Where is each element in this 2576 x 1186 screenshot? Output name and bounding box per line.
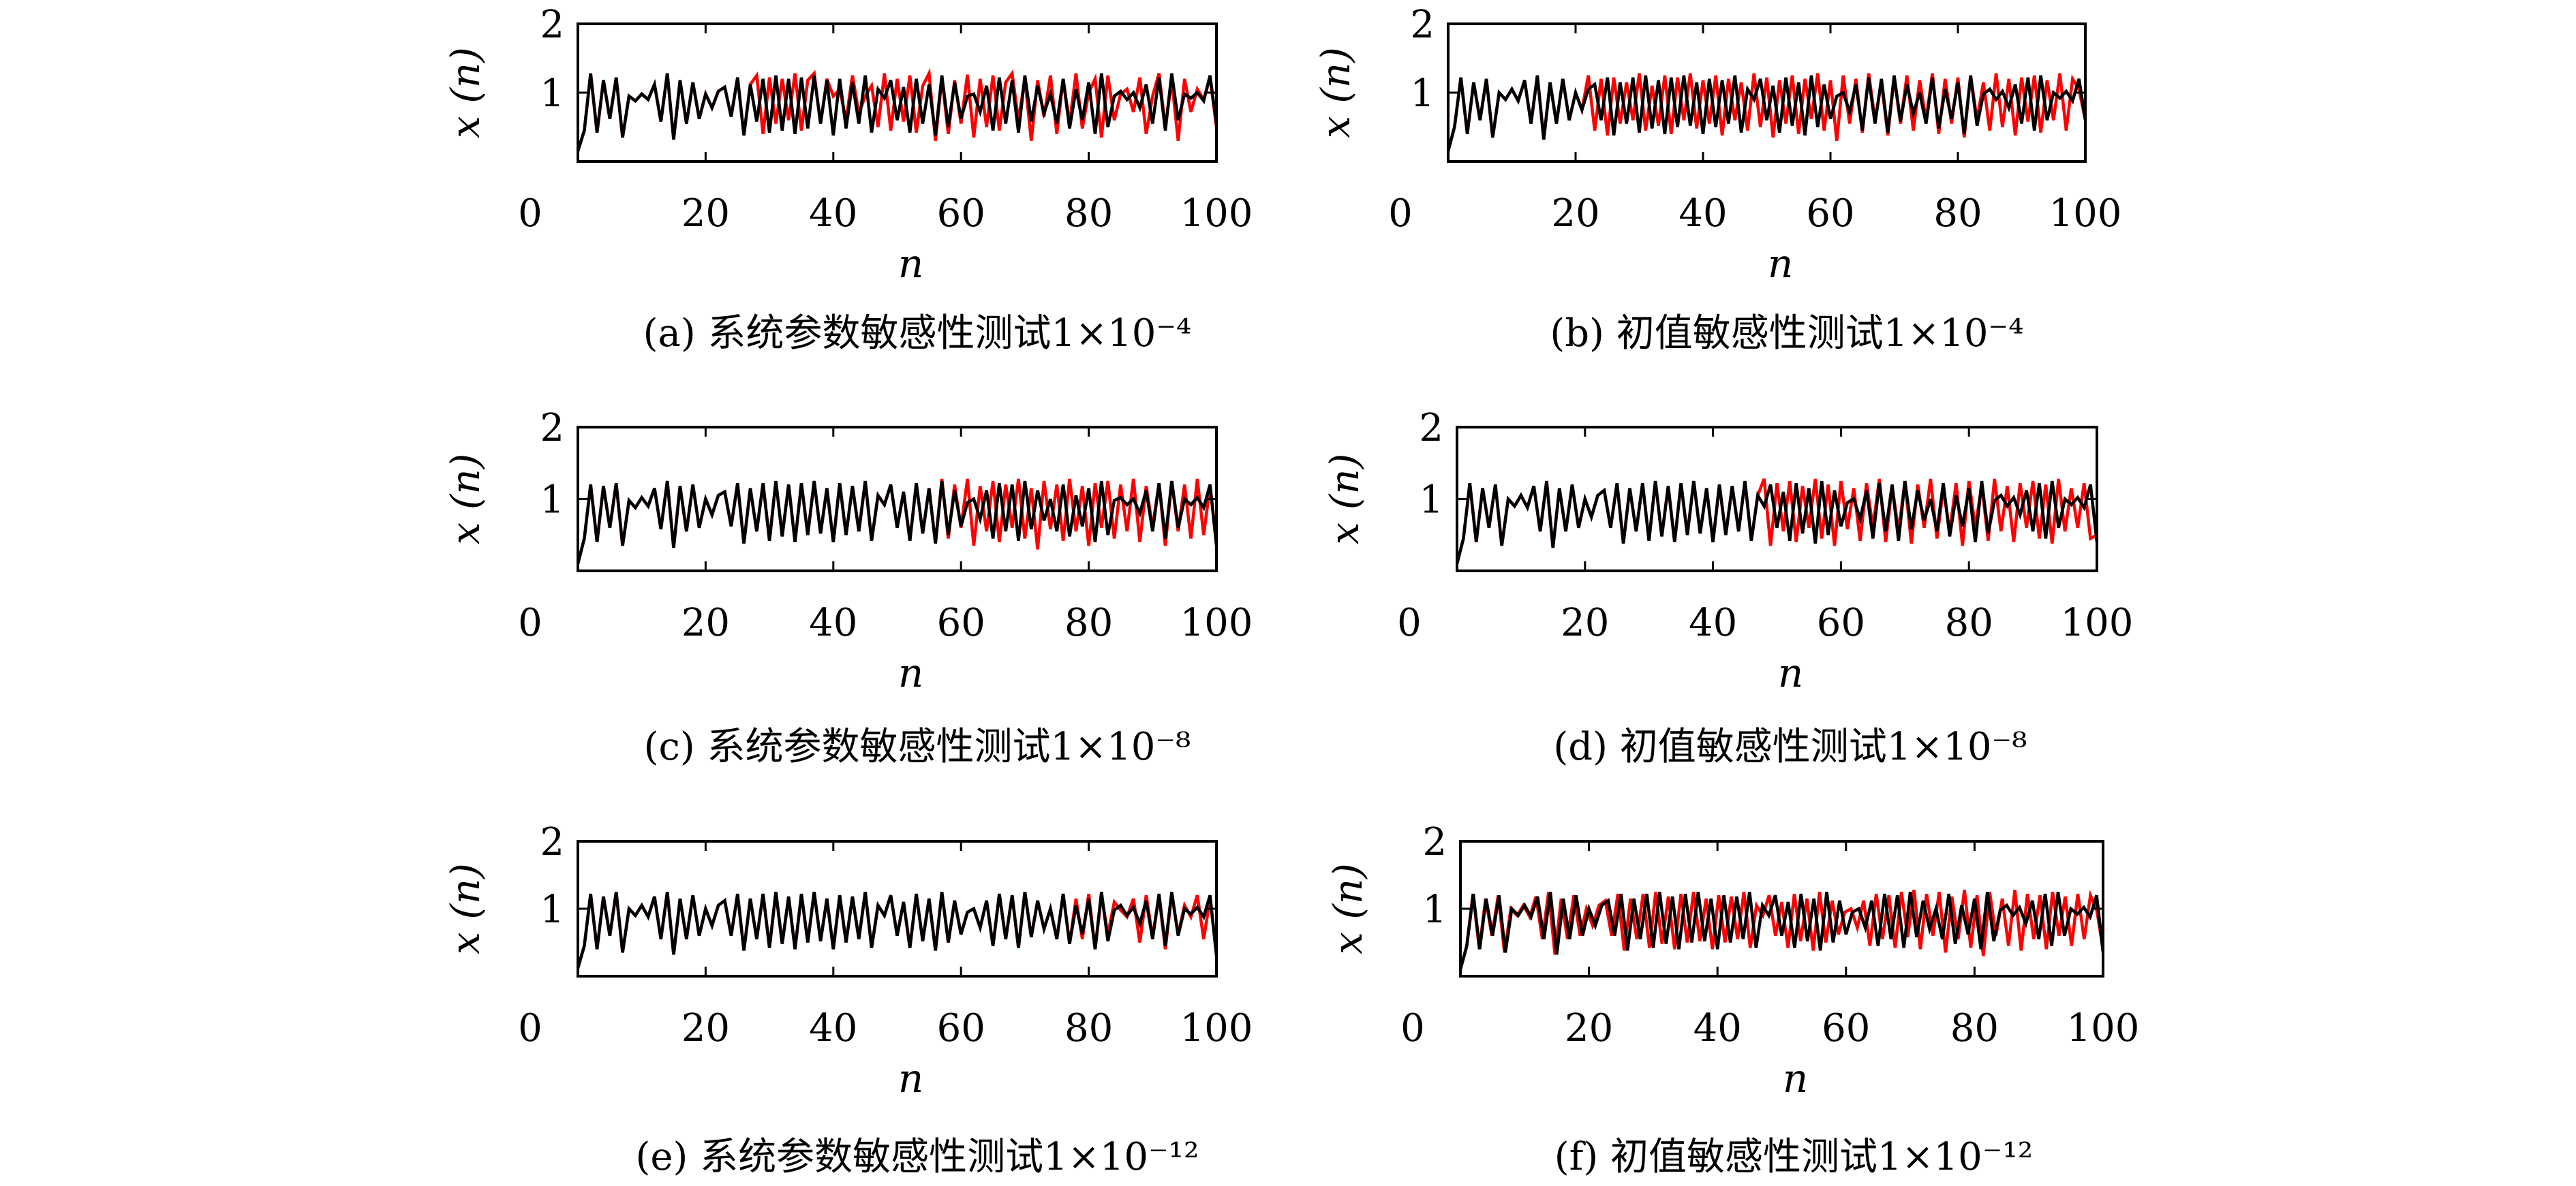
x-tick-label: 60 [937, 1006, 985, 1050]
x-tick-label: 20 [1551, 191, 1599, 236]
x-tick-label: 80 [1064, 1006, 1113, 1050]
y-axis-label: x (n) [442, 454, 489, 545]
panel-caption: (a) 系统参数敏感性测试1×10⁻⁴ [643, 311, 1192, 356]
panel-c: 0 20 40 60 80 100 1 2 n x (n) (c) 系统参数敏感性测试1×10⁻⁸ [442, 406, 1253, 769]
x-tick-label: 20 [1561, 601, 1609, 645]
x-tick-label: 40 [809, 191, 857, 236]
x-tick-label: 40 [1693, 1006, 1742, 1050]
x-axis-label: n [1778, 650, 1803, 696]
y-tick-label: 1 [1410, 72, 1435, 116]
x-tick-label: 20 [1565, 1006, 1613, 1050]
x-tick-label: 100 [1180, 1006, 1253, 1050]
y-tick-label: 2 [1419, 406, 1443, 450]
y-tick-label: 1 [1422, 888, 1447, 932]
x-tick-label: 40 [1678, 191, 1727, 236]
x-tick-label: 80 [1933, 191, 1982, 236]
x-tick-label: 0 [1388, 191, 1413, 236]
x-tick-label: 0 [518, 601, 542, 645]
x-tick-label: 80 [1945, 601, 1993, 645]
y-axis-label: x (n) [1321, 454, 1368, 545]
panel-d: 0 20 40 60 80 100 1 2 n x (n) (d) 初值敏感性测试1×10⁻⁸ [1321, 406, 2133, 769]
x-tick-label: 60 [937, 601, 985, 645]
plot-frame [1456, 426, 2098, 572]
x-tick-label: 100 [1180, 191, 1253, 236]
x-axis-label: n [898, 650, 923, 696]
y-tick-label: 2 [540, 406, 564, 450]
x-tick-label: 60 [937, 191, 985, 236]
panel-caption: (b) 初值敏感性测试1×10⁻⁴ [1550, 311, 2023, 356]
x-tick-label: 60 [1817, 601, 1865, 645]
y-axis-label: x (n) [442, 863, 489, 954]
series-line-black [1455, 480, 2099, 565]
x-tick-label: 40 [1689, 601, 1737, 645]
y-tick-label: 1 [540, 478, 564, 522]
x-tick-label: 20 [681, 601, 730, 645]
x-tick-label: 0 [518, 1006, 542, 1050]
x-tick-label: 20 [681, 1006, 730, 1050]
x-tick-label: 80 [1950, 1006, 1999, 1050]
panel-caption: (e) 系统参数敏感性测试1×10⁻¹² [636, 1135, 1199, 1179]
series-line-black [1446, 75, 2087, 152]
series-line-black [576, 73, 1218, 152]
x-tick-label: 0 [1397, 601, 1422, 645]
series-line-black [576, 891, 1218, 969]
panel-f: 0 20 40 60 80 100 1 2 n x (n) (f) 初值敏感性测试1×10⁻¹² [1325, 820, 2139, 1179]
panel-a: 0 20 40 60 80 100 1 2 n x (n) (a) 系统参数敏感性测试1×10⁻⁴ [442, 3, 1253, 356]
x-tick-label: 60 [1806, 191, 1854, 236]
x-tick-label: 100 [2049, 191, 2122, 236]
y-axis-label: x (n) [1325, 863, 1371, 954]
y-tick-label: 2 [1410, 3, 1435, 47]
panel-caption: (d) 初值敏感性测试1×10⁻⁸ [1553, 725, 2027, 769]
panel-caption: (c) 系统参数敏感性测试1×10⁻⁸ [644, 725, 1191, 769]
y-tick-label: 1 [540, 888, 564, 932]
x-tick-label: 100 [2067, 1006, 2140, 1050]
series-line-black [1458, 891, 2105, 970]
x-axis-label: n [898, 1055, 923, 1102]
x-axis-label: n [898, 240, 923, 287]
x-tick-label: 20 [681, 191, 730, 236]
y-tick-label: 2 [540, 3, 564, 47]
x-tick-label: 80 [1064, 601, 1113, 645]
x-tick-label: 100 [1180, 601, 1253, 645]
plot-frame [1447, 22, 2087, 163]
y-tick-label: 1 [540, 72, 564, 116]
series-line-black [576, 480, 1218, 565]
y-axis-label: x (n) [1313, 47, 1359, 138]
x-axis-label: n [1783, 1055, 1808, 1102]
y-tick-label: 2 [1422, 820, 1447, 864]
x-tick-label: 40 [809, 601, 857, 645]
x-tick-label: 0 [518, 191, 542, 236]
y-axis-label: x (n) [442, 47, 489, 138]
x-tick-label: 40 [809, 1006, 857, 1050]
x-tick-label: 80 [1064, 191, 1113, 236]
panel-b: 0 20 40 60 80 100 1 2 n x (n) (b) 初值敏感性测试1×10⁻⁴ [1313, 3, 2121, 356]
panel-e: 0 20 40 60 80 100 1 2 n x (n) (e) 系统参数敏感性测试1×10⁻¹² [442, 820, 1253, 1179]
x-tick-label: 0 [1400, 1006, 1425, 1050]
x-tick-label: 100 [2061, 601, 2134, 645]
x-tick-label: 60 [1822, 1006, 1870, 1050]
y-tick-label: 1 [1419, 478, 1443, 522]
panel-caption: (f) 初值敏感性测试1×10⁻¹² [1554, 1135, 2034, 1179]
y-tick-label: 2 [540, 820, 564, 864]
x-axis-label: n [1768, 240, 1793, 287]
